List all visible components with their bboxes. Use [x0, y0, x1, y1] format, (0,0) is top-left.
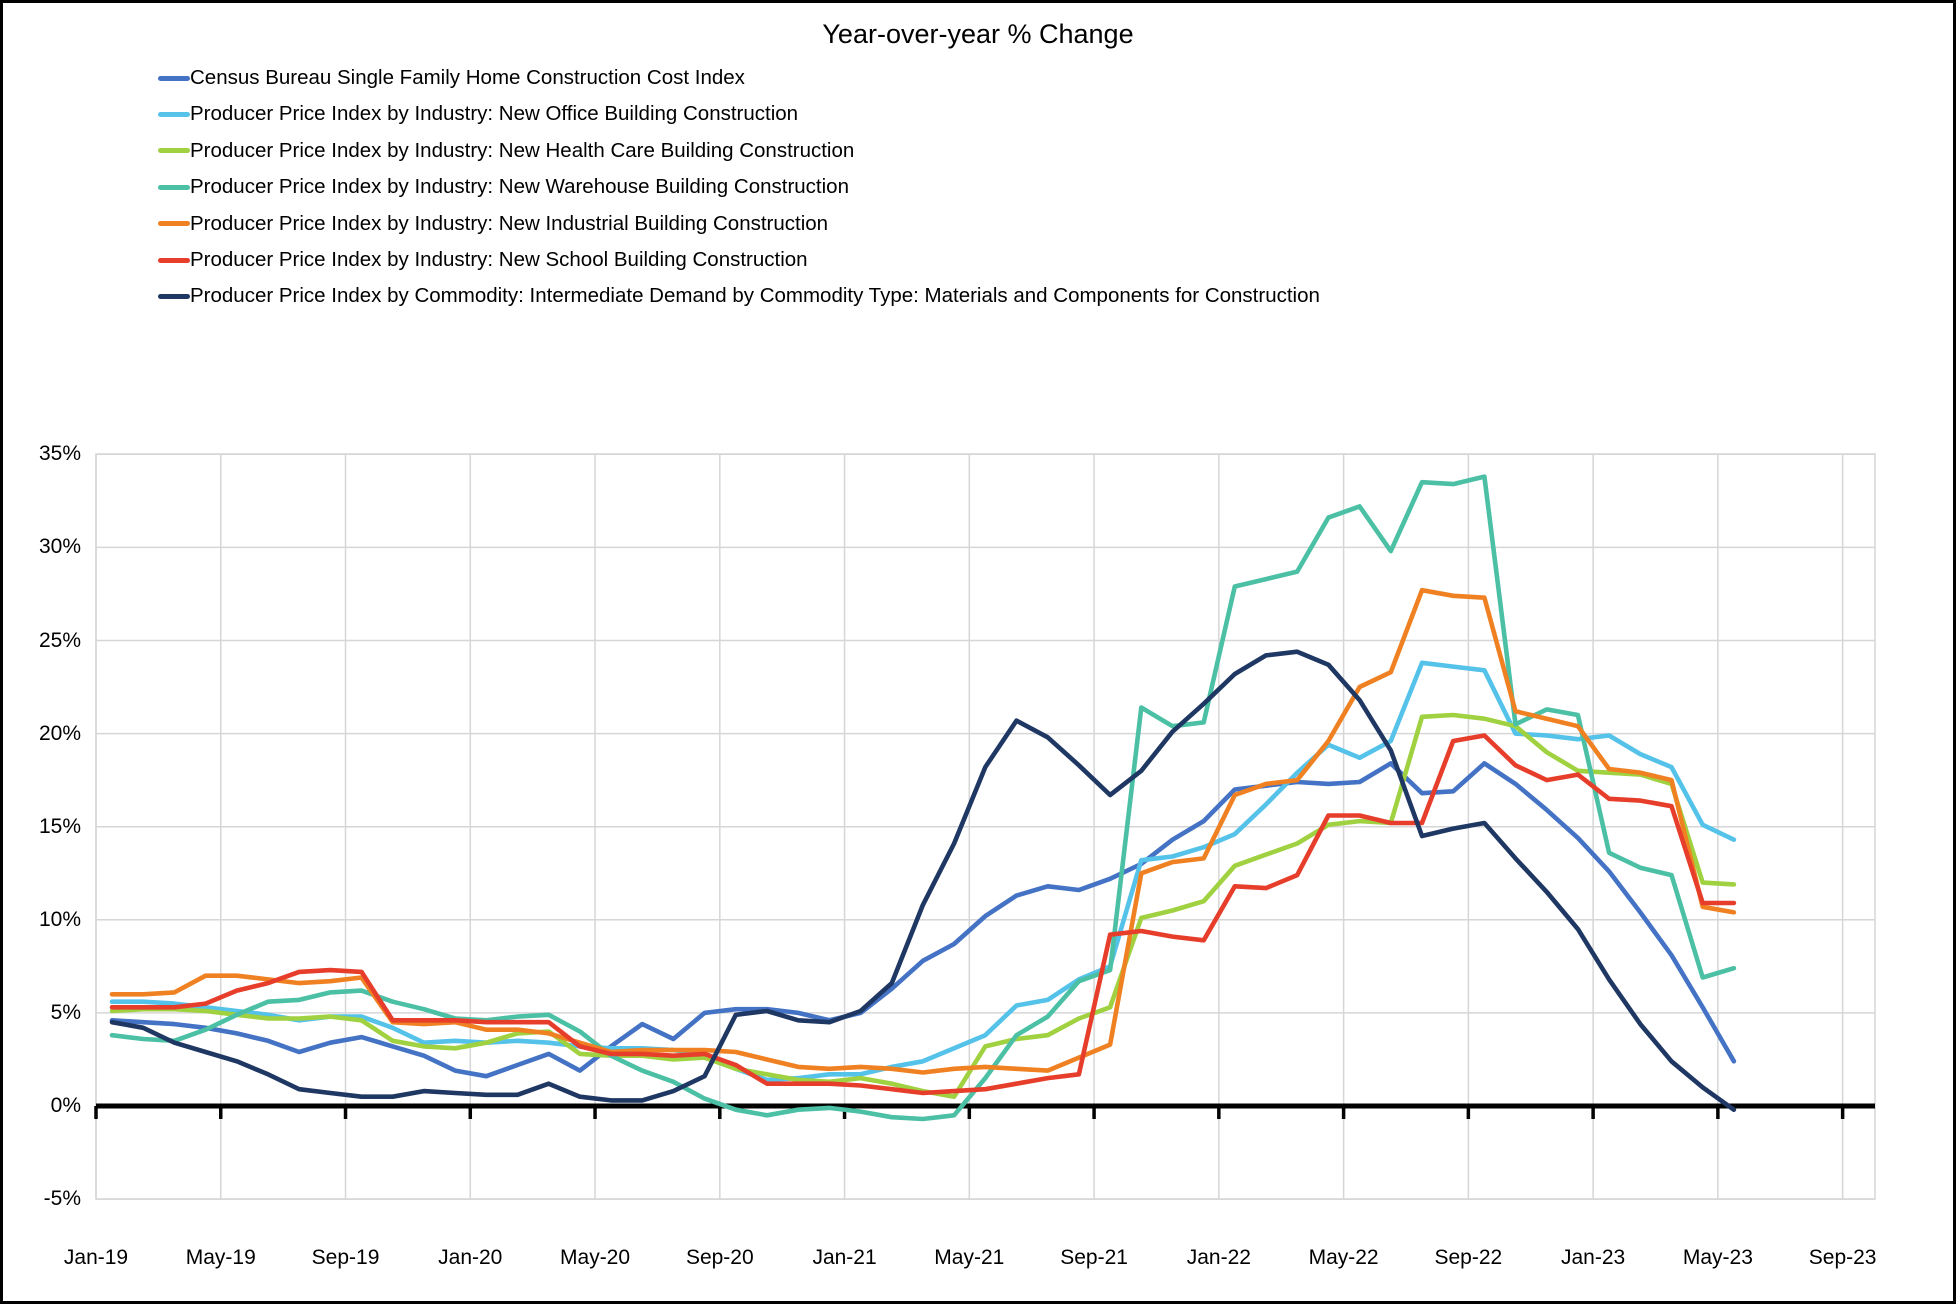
- legend-swatch-icon: [158, 148, 190, 154]
- legend-label: Producer Price Index by Industry: New Sc…: [190, 247, 808, 271]
- plot-area: [94, 453, 1876, 1200]
- legend: Census Bureau Single Family Home Constru…: [158, 60, 1320, 315]
- y-tick-label: 25%: [38, 628, 81, 652]
- legend-item: Producer Price Index by Industry: New Sc…: [158, 242, 1320, 278]
- legend-label: Producer Price Index by Industry: New He…: [190, 138, 855, 162]
- x-tick-label: Jan-19: [63, 1246, 129, 1269]
- legend-label: Census Bureau Single Family Home Constru…: [190, 65, 745, 89]
- legend-swatch-icon: [158, 184, 190, 190]
- x-tick-label: Sep-22: [1434, 1246, 1503, 1269]
- x-tick-label: Jan-20: [438, 1246, 503, 1269]
- series-line-3: [109, 474, 1737, 1122]
- legend-swatch-icon: [158, 112, 190, 118]
- series-line-1: [109, 660, 1737, 1083]
- x-tick-label: May-20: [560, 1246, 631, 1269]
- x-tick-label: May-23: [1682, 1246, 1753, 1269]
- x-tick-label: May-22: [1308, 1246, 1379, 1269]
- x-tick-label: Sep-20: [685, 1246, 754, 1269]
- y-tick-label: 0%: [50, 1094, 81, 1117]
- x-tick-label: Sep-23: [1808, 1246, 1877, 1269]
- legend-item: Census Bureau Single Family Home Constru…: [158, 60, 1320, 96]
- x-tick-label: Jan-21: [812, 1246, 877, 1269]
- legend-item: Producer Price Index by Commodity: Inter…: [158, 278, 1320, 314]
- legend-item: Producer Price Index by Industry: New Wa…: [158, 169, 1320, 205]
- x-tick-label: May-21: [934, 1246, 1005, 1269]
- x-tick-label: Jan-23: [1561, 1246, 1626, 1269]
- x-tick-label: Sep-19: [311, 1246, 380, 1269]
- y-tick-label: 10%: [38, 907, 81, 931]
- y-tick-label: 20%: [38, 721, 81, 745]
- legend-swatch-icon: [158, 75, 190, 81]
- y-tick-label: 35%: [38, 442, 81, 466]
- legend-item: Producer Price Index by Industry: New Of…: [158, 96, 1320, 132]
- y-tick-label: 5%: [50, 1000, 81, 1024]
- legend-swatch-icon: [158, 257, 190, 263]
- legend-label: Producer Price Index by Industry: New Of…: [190, 102, 799, 126]
- y-tick-label: 15%: [38, 814, 81, 838]
- x-tick-label: Jan-22: [1186, 1246, 1251, 1269]
- legend-label: Producer Price Index by Industry: New Wa…: [190, 175, 849, 199]
- legend-swatch-icon: [158, 221, 190, 227]
- series-line-6: [109, 649, 1737, 1112]
- legend-label: Producer Price Index by Commodity: Inter…: [190, 284, 1320, 308]
- y-tick-label: -5%: [43, 1187, 81, 1211]
- x-tick-label: Sep-21: [1060, 1246, 1128, 1269]
- legend-item: Producer Price Index by Industry: New He…: [158, 133, 1320, 169]
- legend-item: Producer Price Index by Industry: New In…: [158, 206, 1320, 242]
- x-tick-label: May-19: [185, 1246, 256, 1269]
- legend-label: Producer Price Index by Industry: New In…: [190, 211, 829, 235]
- series-line-5: [109, 733, 1737, 1096]
- chart-title: Year-over-year % Change: [822, 19, 1134, 49]
- series-line-0: [109, 761, 1737, 1079]
- y-tick-label: 30%: [38, 535, 81, 559]
- legend-swatch-icon: [158, 294, 190, 300]
